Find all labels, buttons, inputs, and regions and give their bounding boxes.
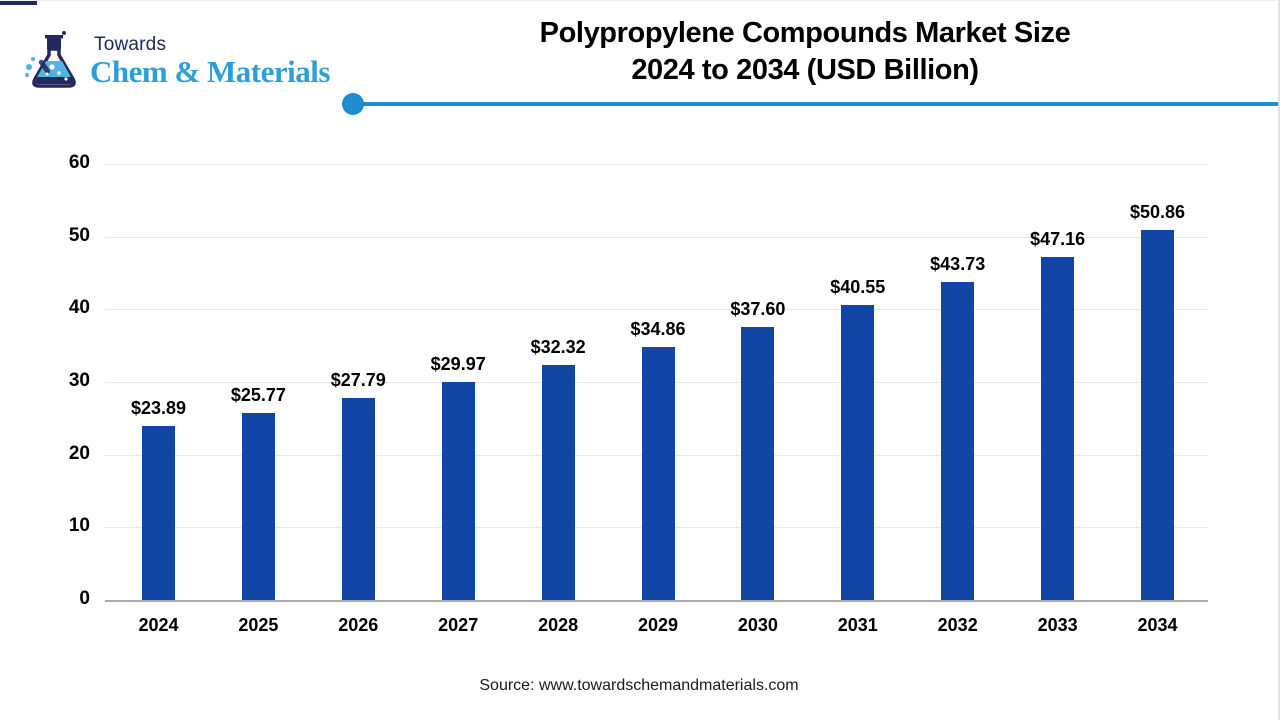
bar-value-label-2025: $25.77 xyxy=(230,384,286,405)
bar-2024 xyxy=(142,426,175,600)
bar-value-label-2024: $23.89 xyxy=(130,398,187,419)
bar-value-label-2028: $32.32 xyxy=(530,337,586,358)
gridline-50 xyxy=(105,236,1208,238)
x-tick-2026: 2026 xyxy=(338,615,379,635)
bar-value-label-2032: $43.73 xyxy=(930,254,986,275)
bar-2030 xyxy=(741,326,775,600)
top-left-strip xyxy=(0,1,37,5)
brand-logo: Towards Chem & Materials xyxy=(22,29,330,93)
bar-2028 xyxy=(541,365,575,600)
bar-value-label-2029: $34.86 xyxy=(630,318,686,339)
plot-area: $23.89 $25.77 $27.79 $29.97 $32.32 $34.86 $37.… xyxy=(105,164,1208,602)
x-tick-2033: 2033 xyxy=(1037,615,1078,635)
x-tick-2025: 2025 xyxy=(238,615,279,635)
flask-icon xyxy=(25,31,76,88)
accent-divider-line xyxy=(342,93,1278,115)
y-tick-50: 50 xyxy=(68,224,90,246)
chart-title-line1: Polypropylene Compounds Market Size xyxy=(539,17,1071,49)
y-tick-40: 40 xyxy=(68,297,90,319)
bar-2027 xyxy=(441,382,475,600)
bar-value-label-2030: $37.60 xyxy=(730,298,786,319)
bar-2033 xyxy=(1041,257,1075,600)
bar-value-label-2034: $50.86 xyxy=(1129,202,1186,223)
y-tick-0: 0 xyxy=(79,588,90,609)
gridline-60 xyxy=(105,164,1208,165)
bar-2025 xyxy=(241,412,275,600)
logo-chem-materials-label: Chem & Materials xyxy=(90,54,330,89)
bar-value-label-2026: $27.79 xyxy=(330,370,386,391)
bar-2029 xyxy=(641,346,675,600)
bar-value-label-2031: $40.55 xyxy=(830,277,886,298)
x-tick-2029: 2029 xyxy=(637,615,679,635)
accent-dot xyxy=(342,93,364,115)
y-tick-30: 30 xyxy=(68,370,90,391)
bar-value-label-2027: $29.97 xyxy=(430,354,486,375)
x-tick-2031: 2031 xyxy=(837,615,878,635)
bar-2032 xyxy=(941,282,975,600)
x-tick-2027: 2027 xyxy=(438,615,479,635)
x-tick-2030: 2030 xyxy=(737,615,778,635)
bar-2034 xyxy=(1141,230,1174,600)
x-tick-2032: 2032 xyxy=(937,615,978,635)
x-tick-2024: 2024 xyxy=(138,615,179,635)
bar-2031 xyxy=(841,305,875,600)
x-axis-labels: 2024 2025 2026 2027 2028 2029 2030 2031 2032 2033… xyxy=(105,615,1208,641)
gridline-40 xyxy=(105,309,1208,311)
x-tick-2028: 2028 xyxy=(538,615,579,635)
bar-2026 xyxy=(341,398,375,600)
chart-title: Polypropylene Compounds Market Size 2024… xyxy=(420,15,1190,89)
y-tick-60: 60 xyxy=(68,152,90,173)
logo-text: Towards Chem & Materials xyxy=(90,29,330,90)
y-tick-20: 20 xyxy=(68,442,90,464)
bar-value-label-2033: $47.16 xyxy=(1030,229,1086,250)
x-tick-2034: 2034 xyxy=(1137,615,1178,635)
source-text: Source: www.towardschemandmaterials.com xyxy=(479,677,799,694)
logo-towards-label: Towards xyxy=(94,34,167,55)
y-tick-10: 10 xyxy=(68,515,90,537)
chart-title-line2: 2024 to 2034 (USD Billion) xyxy=(631,54,979,86)
